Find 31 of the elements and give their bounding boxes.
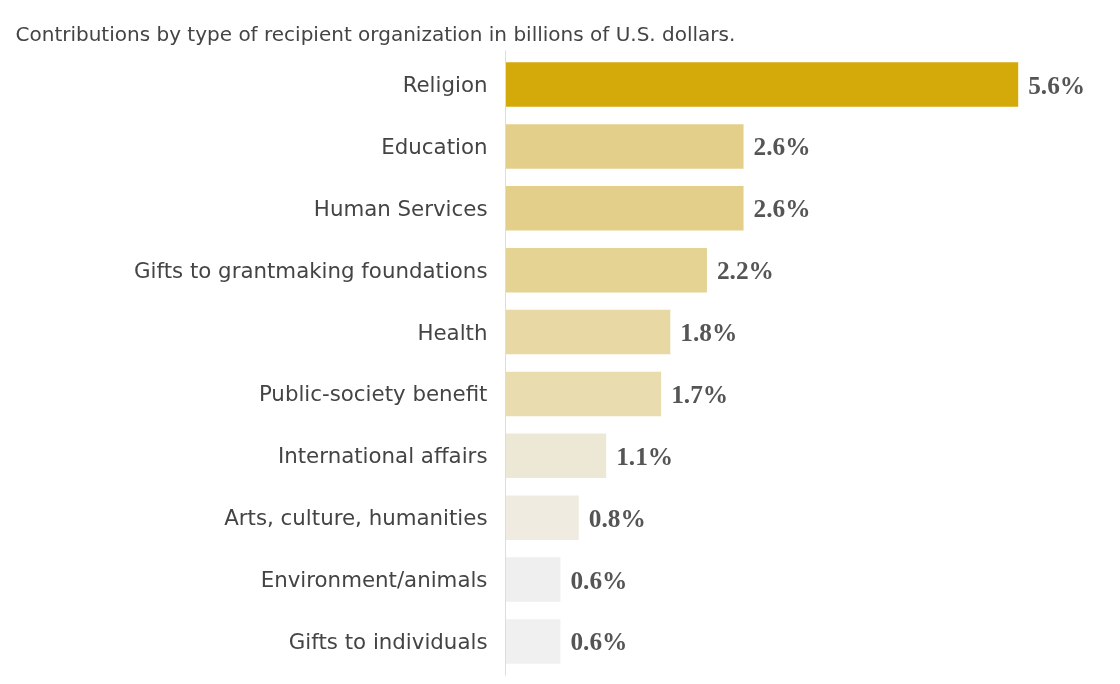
data-label: 0.8% bbox=[588, 503, 646, 532]
data-label: 1.7% bbox=[671, 379, 729, 408]
bar bbox=[505, 247, 707, 293]
data-label: 5.6% bbox=[1028, 70, 1086, 99]
y-tick-label: Gifts to grantmaking foundations bbox=[134, 257, 488, 283]
bar bbox=[505, 557, 561, 602]
y-tick-label: Arts, culture, humanities bbox=[224, 505, 488, 531]
bar bbox=[505, 495, 579, 540]
bar bbox=[505, 371, 662, 417]
data-label: 0.6% bbox=[570, 565, 628, 594]
bar bbox=[505, 124, 744, 169]
y-tick-label: Education bbox=[381, 133, 488, 159]
y-tick-label: Health bbox=[417, 319, 488, 345]
data-label: 2.6% bbox=[753, 132, 811, 161]
bar bbox=[505, 309, 671, 355]
chart-title: Contributions by type of recipient organization in billions of U.S. dollars. bbox=[15, 21, 736, 46]
y-tick-label: Gifts to individuals bbox=[288, 628, 488, 654]
data-label: 1.8% bbox=[680, 318, 738, 347]
bar bbox=[505, 619, 561, 664]
y-tick-label: International affairs bbox=[277, 443, 488, 469]
y-tick-label: Human Services bbox=[313, 195, 488, 221]
y-tick-label: Public-society benefit bbox=[258, 381, 488, 407]
y-tick-label: Environment/animals bbox=[260, 567, 488, 593]
y-tick-label: Religion bbox=[402, 72, 488, 98]
bar bbox=[505, 62, 1019, 107]
data-label: 2.2% bbox=[716, 256, 774, 285]
data-label: 0.6% bbox=[570, 627, 628, 656]
bar bbox=[505, 186, 744, 231]
bar bbox=[505, 433, 607, 479]
data-label: 2.6% bbox=[753, 194, 811, 223]
data-label: 1.1% bbox=[616, 441, 674, 470]
